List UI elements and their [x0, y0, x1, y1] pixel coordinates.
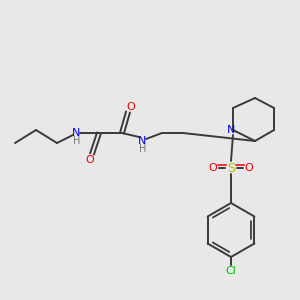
Text: O: O: [208, 163, 217, 173]
Text: H: H: [139, 144, 147, 154]
Text: N: N: [72, 128, 80, 138]
Text: S: S: [227, 161, 235, 175]
Text: N: N: [227, 125, 235, 135]
Text: O: O: [244, 163, 253, 173]
Text: O: O: [85, 155, 94, 165]
Text: Cl: Cl: [226, 266, 236, 276]
Text: O: O: [127, 102, 135, 112]
Text: N: N: [138, 136, 146, 146]
Text: H: H: [73, 136, 81, 146]
